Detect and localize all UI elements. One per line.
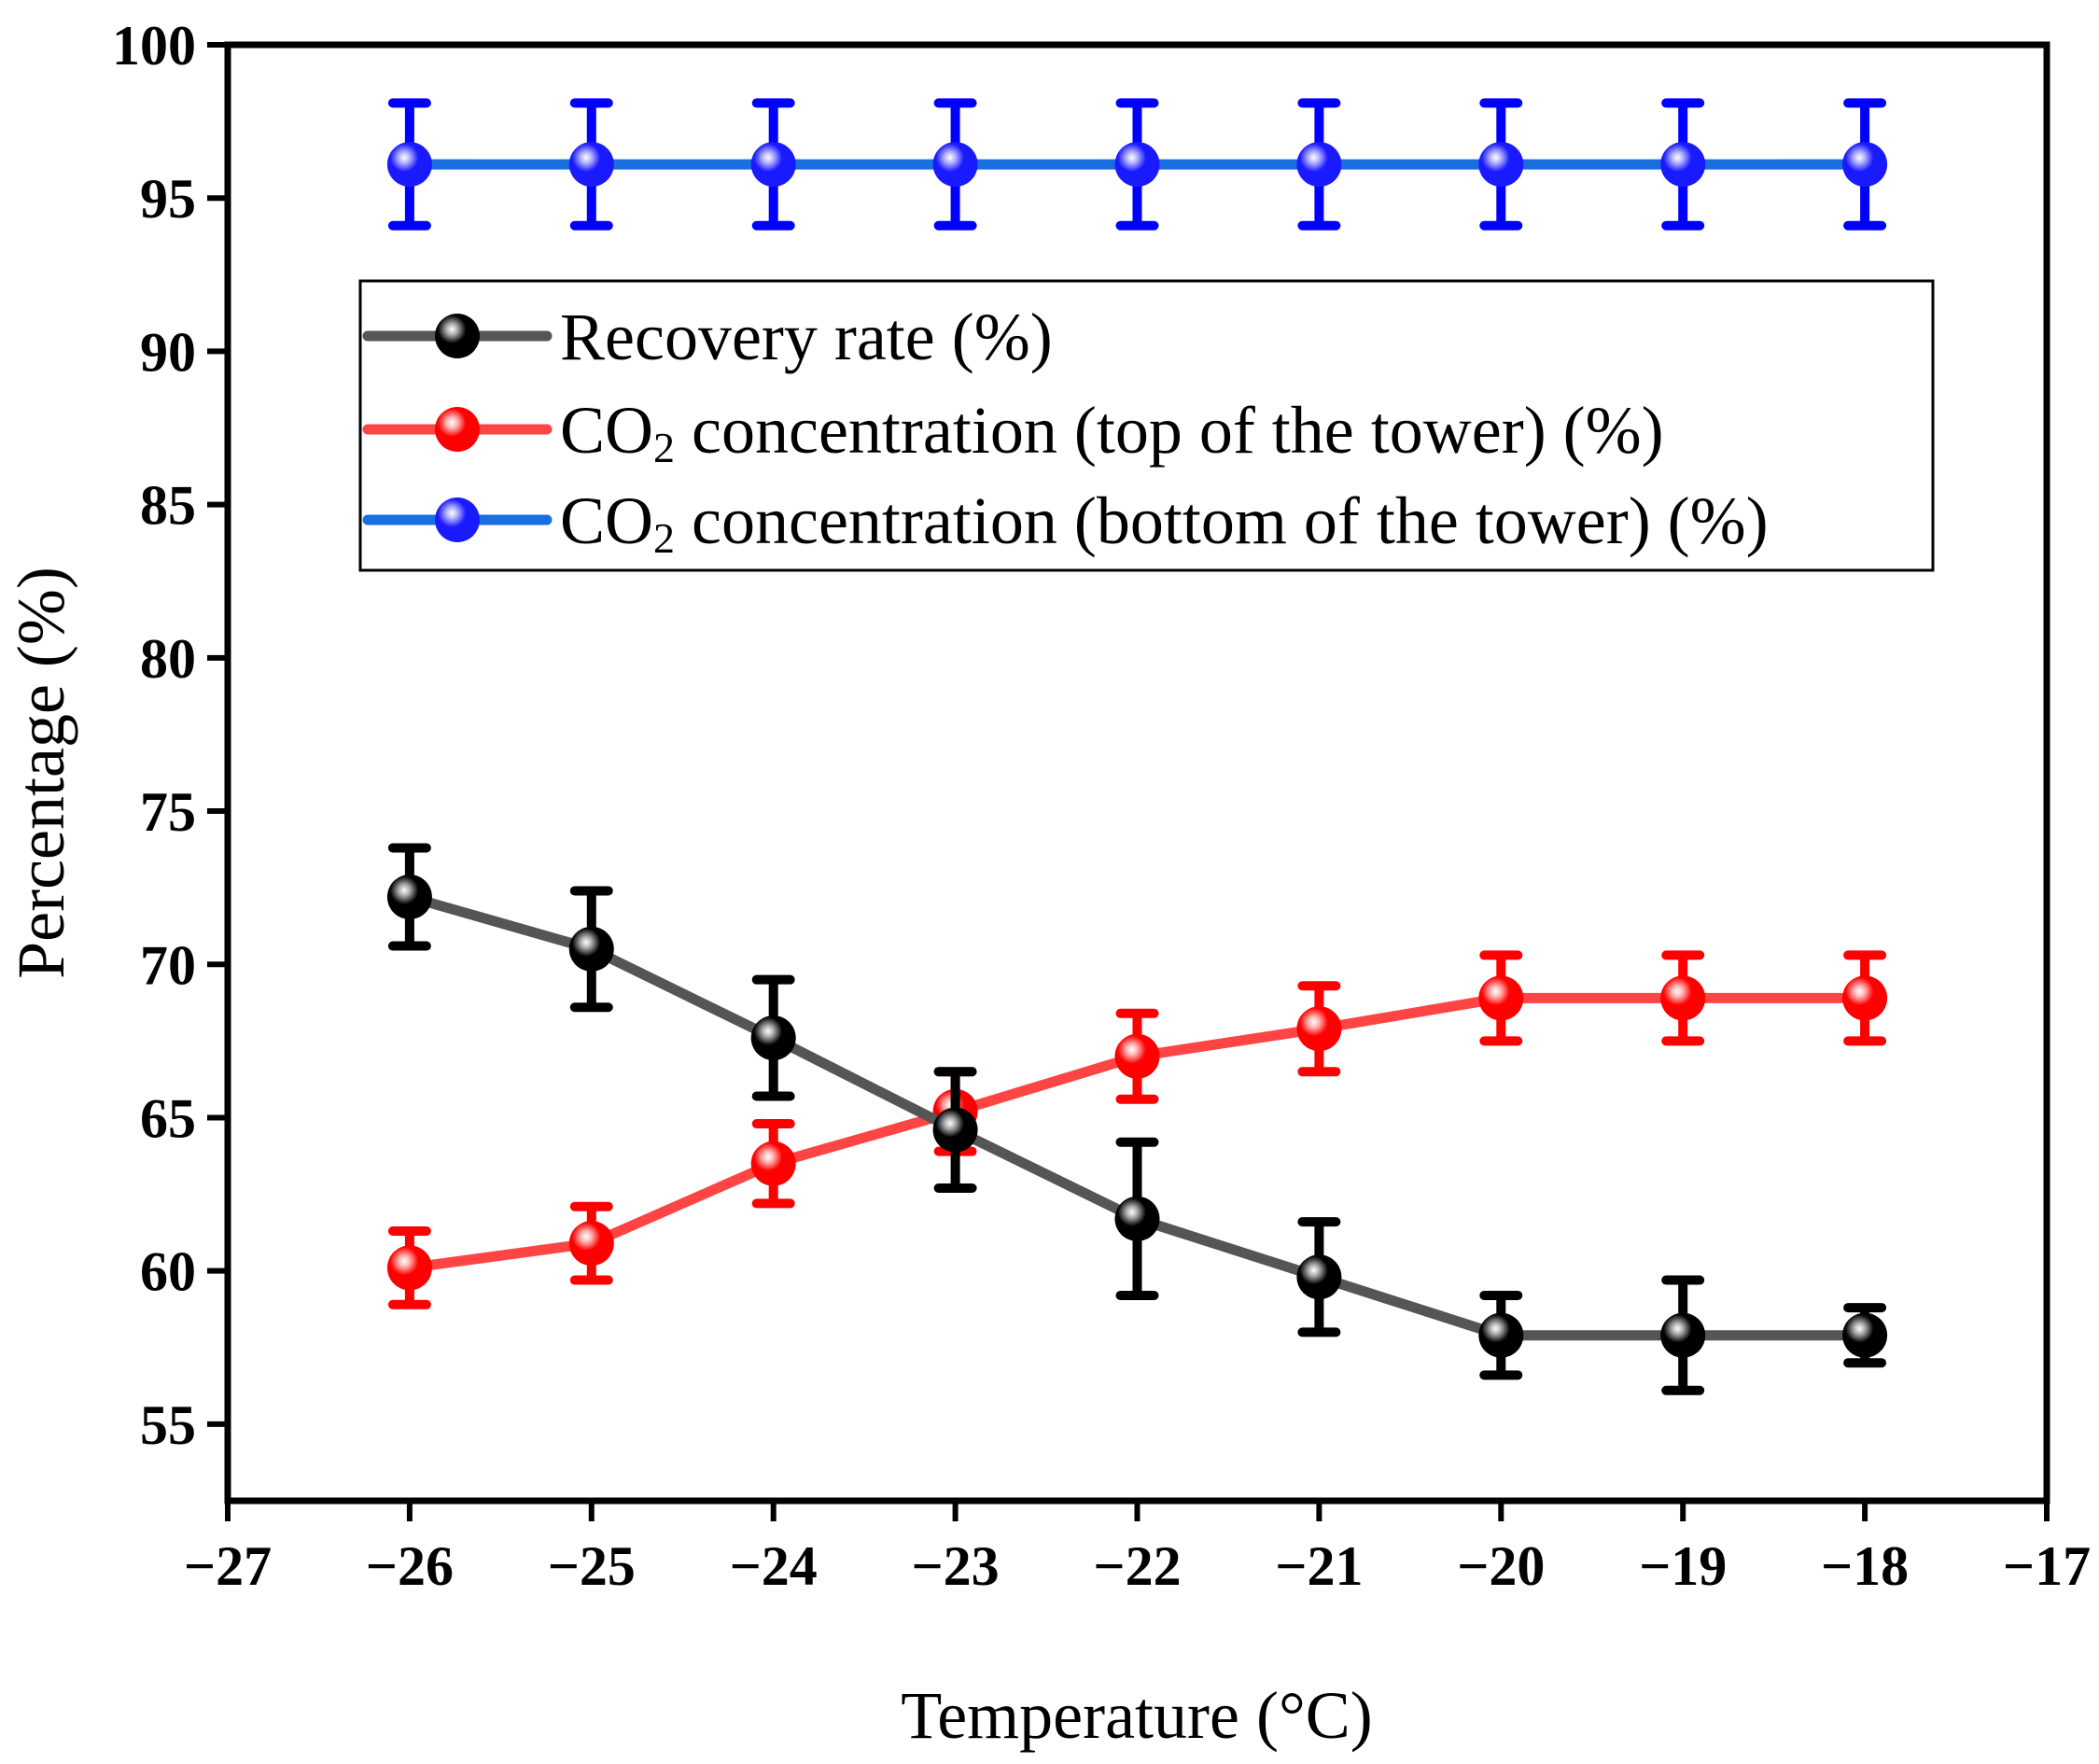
- legend-label-main: CO: [560, 393, 653, 468]
- data-point: [386, 875, 432, 920]
- data-point: [1660, 975, 1706, 1021]
- data-point: [1296, 1006, 1342, 1052]
- y-tick-label: 55: [140, 1394, 196, 1456]
- data-point: [1296, 1254, 1342, 1300]
- data-point: [568, 142, 614, 188]
- legend: Recovery rate (%) CO2 concentration (top …: [358, 279, 1935, 572]
- data-point: [1660, 1312, 1706, 1358]
- y-tick-label: 65: [140, 1087, 196, 1149]
- data-point: [1478, 975, 1524, 1021]
- x-tick-label: −21: [1275, 1535, 1363, 1597]
- y-tick-label: 70: [140, 934, 196, 996]
- data-point: [1296, 142, 1342, 188]
- data-point: [1478, 1312, 1524, 1358]
- y-axis-title: Percentage (%): [4, 567, 78, 979]
- data-point: [1478, 142, 1524, 188]
- y-tick-label: 75: [140, 781, 196, 843]
- series-3: [386, 98, 1888, 231]
- y-tick-label: 85: [140, 475, 196, 537]
- x-tick-label: −22: [1093, 1535, 1181, 1597]
- data-point: [1842, 975, 1888, 1021]
- legend-box: [358, 279, 1935, 572]
- legend-label: Recovery rate (%): [560, 300, 1053, 374]
- data-point: [932, 1107, 978, 1153]
- legend-label-subscript: 2: [653, 514, 675, 562]
- y-tick-label: 100: [112, 15, 196, 77]
- x-tick-label: −26: [366, 1535, 454, 1597]
- legend-label-subscript: 2: [653, 424, 675, 471]
- y-tick-label: 90: [140, 321, 196, 383]
- legend-entry: Recovery rate (%): [362, 300, 1053, 374]
- y-tick-label: 60: [140, 1241, 196, 1303]
- data-point: [1842, 1312, 1888, 1358]
- x-tick-label: −23: [911, 1535, 999, 1597]
- data-point: [386, 1245, 432, 1291]
- x-tick-label: −20: [1457, 1535, 1545, 1597]
- data-point: [750, 1141, 796, 1186]
- legend-swatch-marker: [435, 314, 480, 358]
- data-point: [1114, 1033, 1160, 1079]
- y-tick-label: 95: [140, 168, 196, 230]
- x-axis-title: Temperature (°C): [901, 1678, 1373, 1753]
- data-point: [568, 926, 614, 972]
- series-layer: [386, 98, 1888, 1395]
- series-2: [386, 950, 1888, 1309]
- data-point: [750, 1015, 796, 1061]
- legend-swatch-marker: [435, 407, 480, 452]
- x-tick-label: −27: [184, 1535, 272, 1597]
- y-tick-label: 80: [140, 628, 196, 690]
- data-point: [750, 142, 796, 188]
- legend-entry: CO2 concentration (top of the tower) (%): [362, 393, 1664, 471]
- legend-swatch-marker: [435, 497, 480, 542]
- x-tick-label: −25: [548, 1535, 636, 1597]
- legend-label: CO2 concentration (bottom of the tower) …: [560, 483, 1769, 562]
- data-point: [386, 142, 432, 188]
- series-1: [386, 843, 1888, 1395]
- data-point: [1842, 142, 1888, 188]
- legend-label-rest: concentration (top of the tower) (%): [675, 393, 1664, 468]
- legend-label-main: Recovery rate (%): [560, 300, 1053, 374]
- data-point: [1114, 142, 1160, 188]
- data-point: [1660, 142, 1706, 188]
- legend-label-rest: concentration (bottom of the tower) (%): [675, 483, 1769, 558]
- legend-label-main: CO: [560, 483, 653, 558]
- x-tick-label: −24: [730, 1535, 818, 1597]
- data-point: [1114, 1196, 1160, 1241]
- data-point: [932, 142, 978, 188]
- x-tick-label: −18: [1821, 1535, 1909, 1597]
- axes-layer: −27 −26 −25 −24 −23 −22 −21 −20 −19 −18 −17 55 60 65 7…: [112, 15, 2091, 1597]
- x-tick-label: −17: [2003, 1535, 2091, 1597]
- legend-entry: CO2 concentration (bottom of the tower) …: [362, 483, 1769, 562]
- data-point: [568, 1221, 614, 1267]
- x-tick-label: −19: [1639, 1535, 1727, 1597]
- legend-label: CO2 concentration (top of the tower) (%): [560, 393, 1664, 471]
